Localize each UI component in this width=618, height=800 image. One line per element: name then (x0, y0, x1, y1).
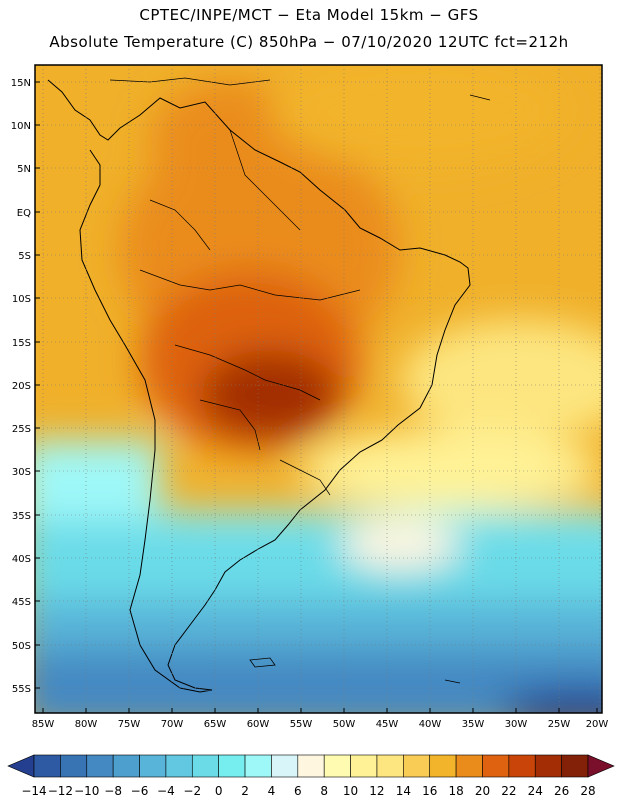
lon-label: 45W (376, 719, 399, 730)
colorbar-tick-label: 4 (268, 784, 276, 798)
colorbar-box (139, 754, 167, 778)
map-subtitle: Absolute Temperature (C) 850hPa − 07/10/… (49, 33, 569, 51)
map-title: CPTEC/INPE/MCT − Eta Model 15km − GFS (139, 6, 479, 24)
colorbar-tick-label: −8 (104, 784, 122, 798)
lon-label: 30W (505, 719, 528, 730)
colorbar-box (112, 754, 140, 778)
lat-label: 35S (12, 511, 31, 522)
colorbar-tick-label: −10 (74, 784, 99, 798)
lon-label: 70W (161, 719, 184, 730)
colorbar-tick-label: 8 (320, 784, 328, 798)
colorbar-box (534, 754, 562, 778)
graticule (35, 65, 602, 713)
colorbar-tick-label: 0 (215, 784, 223, 798)
colorbar-box (561, 754, 589, 778)
lon-label: 25W (548, 719, 571, 730)
coastlines (47, 77, 491, 693)
colorbar-box (350, 754, 378, 778)
colorbar-box (323, 754, 351, 778)
colorbar-box (33, 754, 61, 778)
lat-label: 40S (12, 554, 31, 565)
colorbar-tick-label: 22 (501, 784, 516, 798)
colorbar-tick-label: 24 (528, 784, 543, 798)
colorbar-tick-label: 28 (580, 784, 595, 798)
lat-label: 25S (12, 424, 31, 435)
colorbar-tick-label: 26 (554, 784, 569, 798)
lat-label: 15N (11, 78, 31, 89)
colorbar-tick-label: 12 (369, 784, 384, 798)
colorbar-lower-arrow (7, 754, 35, 778)
lat-label: 10S (12, 294, 31, 305)
lon-label: 75W (118, 719, 141, 730)
lat-label: 5S (18, 251, 31, 262)
colorbar-box (86, 754, 114, 778)
lat-label: 15S (12, 338, 31, 349)
colorbar-tick-label: 18 (448, 784, 463, 798)
colorbar-tick-label: 6 (294, 784, 302, 798)
longitude-labels: 85W 80W 75W 70W 65W 60W 55W 50W 45W 40W 35W 30W 25W 2… (32, 708, 609, 730)
colorbar-box (482, 754, 510, 778)
colorbar-tick-label: 10 (343, 784, 358, 798)
colorbar-tick-label: 20 (475, 784, 490, 798)
lat-label: EQ (17, 208, 31, 219)
colorbar-box (376, 754, 404, 778)
colorbar-box (191, 754, 219, 778)
lon-label: 85W (32, 719, 55, 730)
lon-label: 60W (247, 719, 270, 730)
colorbar-box (60, 754, 88, 778)
lon-label: 40W (419, 719, 442, 730)
colorbar-box (218, 754, 246, 778)
lat-label: 55S (12, 684, 31, 695)
colorbar-tick-label: −12 (48, 784, 73, 798)
colorbar-box (455, 754, 483, 778)
latitude-labels: 15N 10N 5N EQ 5S 10S 15S 20S 25S 30S 35S 40S 45S 50S 5… (11, 78, 40, 695)
lon-label: 80W (75, 719, 98, 730)
colorbar-tick-label: 14 (396, 784, 411, 798)
colorbar-box (297, 754, 325, 778)
lat-label: 45S (12, 597, 31, 608)
colorbar-box (271, 754, 299, 778)
colorbar-tick-label: −6 (131, 784, 149, 798)
lat-label: 20S (12, 381, 31, 392)
colorbar-tick-label: −14 (21, 784, 46, 798)
colorbar-tick-label: −2 (183, 784, 201, 798)
lat-label: 5N (17, 164, 31, 175)
colorbar-tick-label: 2 (241, 784, 249, 798)
lon-label: 50W (333, 719, 356, 730)
colorbar-box (403, 754, 431, 778)
colorbar-upper-arrow (587, 754, 615, 778)
colorbar: −14 −12 −10 −8 −6 −4 −2 0 2 4 6 8 10 12 14 16 18 20 22 24 26… (7, 754, 615, 798)
lat-label: 10N (11, 121, 31, 132)
colorbar-box (508, 754, 536, 778)
lat-label: 50S (12, 641, 31, 652)
colorbar-box (429, 754, 457, 778)
lon-label: 65W (204, 719, 227, 730)
temperature-field (35, 65, 602, 713)
colorbar-tick-label: 16 (422, 784, 437, 798)
lat-label: 30S (12, 467, 31, 478)
colorbar-tick-label: −4 (157, 784, 175, 798)
lon-label: 35W (462, 719, 485, 730)
colorbar-box (165, 754, 193, 778)
map-frame (34, 64, 603, 714)
colorbar-box (244, 754, 272, 778)
lon-label: 20W (586, 719, 609, 730)
lon-label: 55W (290, 719, 313, 730)
